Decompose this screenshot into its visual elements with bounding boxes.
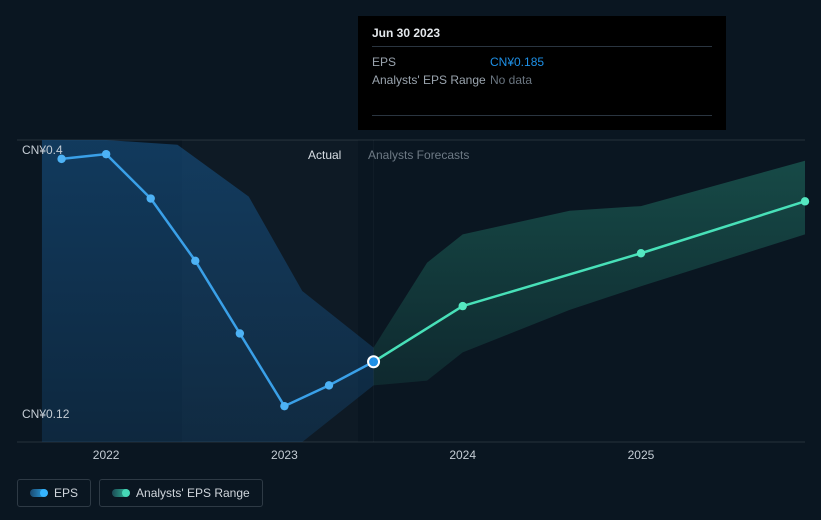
x-axis-label: 2022 — [93, 448, 120, 462]
tooltip: Jun 30 2023 EPSCN¥0.185Analysts' EPS Ran… — [358, 16, 726, 130]
section-label-actual: Actual — [308, 148, 341, 162]
tooltip-bottom-line — [372, 115, 712, 116]
legend: EPS Analysts' EPS Range — [17, 479, 263, 507]
eps-swatch-icon — [30, 489, 46, 497]
tooltip-row: EPSCN¥0.185 — [372, 53, 712, 71]
section-label-forecast: Analysts Forecasts — [368, 148, 469, 162]
tooltip-row-label: Analysts' EPS Range — [372, 71, 490, 89]
legend-item-range[interactable]: Analysts' EPS Range — [99, 479, 263, 507]
chart-container: CN¥0.4 CN¥0.12 Actual Analysts Forecasts… — [0, 0, 821, 520]
x-axis-label: 2023 — [271, 448, 298, 462]
y-axis-label-bottom: CN¥0.12 — [22, 407, 69, 421]
x-axis-label: 2024 — [449, 448, 476, 462]
tooltip-row-label: EPS — [372, 53, 490, 71]
tooltip-row: Analysts' EPS RangeNo data — [372, 71, 712, 89]
tooltip-row-value: No data — [490, 71, 532, 89]
tooltip-date: Jun 30 2023 — [372, 26, 712, 40]
x-axis-label: 2025 — [628, 448, 655, 462]
y-axis-label-top: CN¥0.4 — [22, 143, 63, 157]
legend-label-range: Analysts' EPS Range — [136, 486, 250, 500]
range-swatch-icon — [112, 489, 128, 497]
tooltip-row-value: CN¥0.185 — [490, 53, 544, 71]
legend-label-eps: EPS — [54, 486, 78, 500]
tooltip-divider — [372, 46, 712, 47]
legend-item-eps[interactable]: EPS — [17, 479, 91, 507]
